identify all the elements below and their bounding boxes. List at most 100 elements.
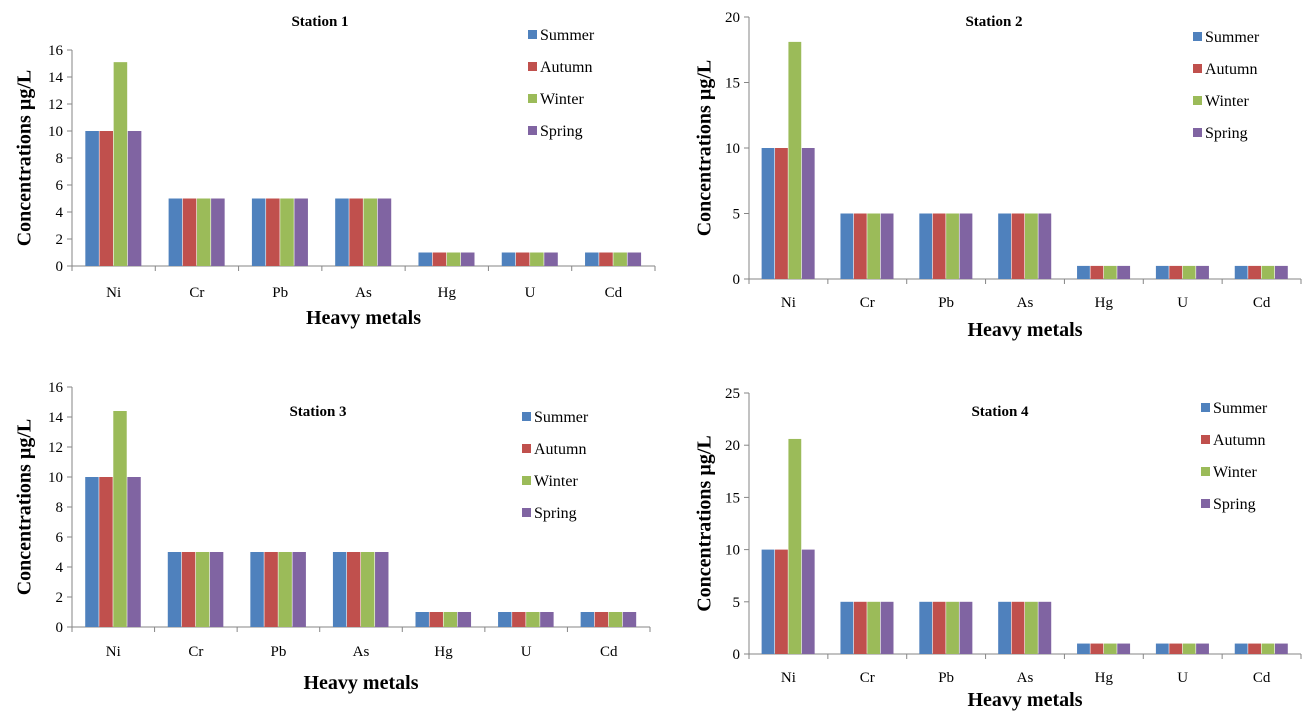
bar-summer-ni [85,131,99,266]
chart-title: Station 1 [291,14,348,30]
bar-spring-pb [959,213,973,279]
bar-winter-as [1025,601,1038,654]
y-tick-label: 0 [733,272,741,288]
legend-swatch-summer [1201,403,1210,412]
bar-winter-cd [613,252,627,266]
x-tick-label: Hg [1095,670,1114,686]
bar-autumn-as [1011,213,1025,279]
bar-summer-cd [585,252,599,266]
bar-summer-as [998,601,1011,654]
bar-spring-cd [627,252,642,266]
bar-autumn-as [346,552,361,627]
bar-spring-as [1038,601,1052,654]
y-tick-label: 10 [48,124,63,140]
y-tick-label: 14 [48,70,64,86]
chart-title: Station 3 [289,404,346,420]
bar-autumn-pb [266,198,280,266]
legend-swatch-autumn [522,444,531,453]
y-tick-label: 2 [56,590,64,606]
legend-swatch-summer [1193,32,1202,41]
bar-autumn-as [349,198,363,266]
bar-autumn-cd [1248,265,1261,279]
legend-label-spring: Spring [1213,496,1256,513]
bar-autumn-u [1169,643,1183,654]
bar-spring-cr [211,198,225,266]
y-tick-label: 25 [725,386,740,402]
bar-summer-pb [919,601,933,654]
chart-station-4: Station 4 0 5 10 15 20 25 Ni Cr Pb As Hg U Cd Heavy me… [694,386,1302,711]
y-tick-label: 10 [725,141,740,157]
bar-winter-hg [1103,265,1117,279]
bar-summer-cd [580,612,595,627]
legend-swatch-autumn [1201,435,1210,444]
x-axis-title: Heavy metals [304,672,419,694]
y-tick-label: 10 [48,470,63,486]
bar-winter-ni [788,438,802,654]
bar-spring-cr [209,552,224,627]
y-tick-label: 8 [56,151,64,167]
bar-spring-u [1196,643,1209,654]
legend-swatch-winter [522,476,531,485]
bar-autumn-cr [853,601,867,654]
y-tick-label: 16 [48,380,64,396]
bar-summer-pb [919,213,933,279]
bar-autumn-ni [775,549,788,654]
legend: Summer Autumn Winter Spring [528,27,595,140]
legend-label-spring: Spring [1205,125,1248,142]
x-tick-label: As [1017,670,1034,686]
legend-swatch-summer [522,412,531,421]
bar-summer-ni [761,148,775,279]
bar-summer-cr [840,213,854,279]
bar-winter-pb [280,198,294,266]
bar-autumn-hg [429,612,443,627]
bar-winter-pb [946,213,959,279]
bar-spring-hg [1117,265,1131,279]
bar-autumn-cd [599,252,613,266]
bar-winter-hg [1103,643,1117,654]
bar-autumn-ni [775,148,788,279]
legend-label-winter: Winter [534,473,578,490]
bar-summer-u [1155,265,1169,279]
legend-label-spring: Spring [540,123,583,140]
bar-winter-u [530,252,544,266]
bar-autumn-ni [99,477,113,627]
bar-spring-ni [801,549,815,654]
bar-winter-hg [443,612,458,627]
x-tick-label: Ni [781,295,796,311]
x-axis-title: Heavy metals [968,319,1083,341]
x-tick-label: Ni [781,670,796,686]
bar-summer-ni [761,549,775,654]
legend-label-autumn: Autumn [540,59,592,76]
bar-winter-u [526,612,540,627]
bar-spring-as [375,552,389,627]
y-tick-label: 5 [733,207,741,223]
y-tick-label: 0 [56,259,64,275]
y-tick-label: 4 [56,205,64,221]
bar-spring-cd [1274,643,1288,654]
bar-winter-cr [867,601,881,654]
bar-spring-u [540,612,554,627]
bar-autumn-cr [182,198,197,266]
y-tick-label: 6 [56,530,64,546]
chart-station-2: Station 2 0 5 10 15 20 Ni Cr Pb As Hg U Cd Heavy meta… [694,10,1302,341]
bar-summer-as [998,213,1011,279]
x-tick-label: U [1177,295,1188,311]
bar-autumn-pb [932,213,946,279]
x-axis-title: Heavy metals [968,689,1083,711]
x-tick-label: Pb [272,285,288,301]
bar-summer-cd [1234,265,1248,279]
legend-label-autumn: Autumn [1213,432,1265,449]
bar-summer-u [498,612,512,627]
y-axis-title: Concentrations µg/L [694,60,716,237]
y-tick-label: 2 [56,232,64,248]
bar-spring-u [544,252,558,266]
bar-spring-pb [294,198,308,266]
bar-summer-pb [251,198,266,266]
bar-winter-cd [1261,643,1275,654]
y-tick-label: 14 [48,410,64,426]
bar-spring-pb [292,552,306,627]
bar-winter-cr [196,198,211,266]
bar-spring-ni [801,148,815,279]
legend-swatch-winter [1193,96,1202,105]
legend-swatch-winter [1201,467,1210,476]
